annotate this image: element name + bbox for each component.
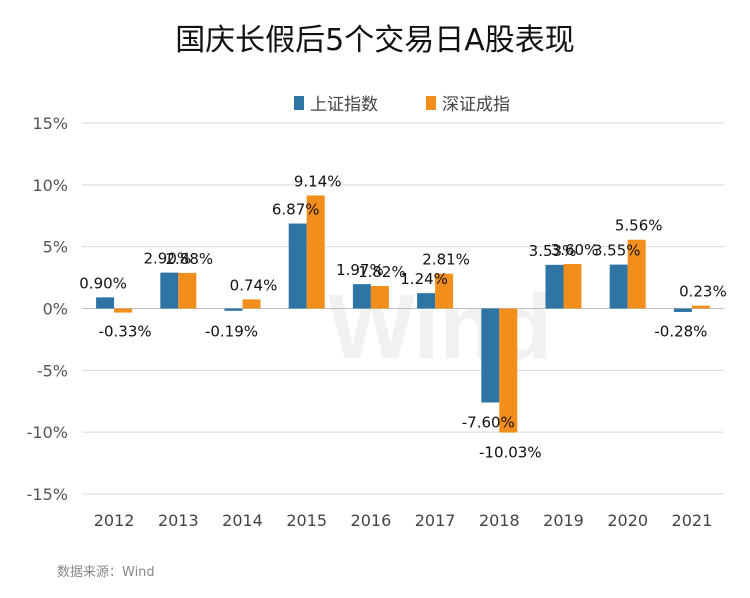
data-label-shanghai-2018: -7.60% — [462, 413, 515, 431]
y-tick-label: 5% — [43, 238, 68, 257]
data-label-shenzhen-2012: -0.33% — [99, 323, 152, 341]
bar-shenzhen-2017 — [435, 273, 454, 309]
chart-title: 国庆长假后5个交易日A股表现 — [175, 23, 575, 58]
x-tick-label: 2013 — [158, 511, 199, 530]
chart-legend: 上证指数 深证成指 — [294, 95, 510, 115]
data-label-shanghai-2017: 1.24% — [400, 270, 448, 288]
bar-shenzhen-2013 — [178, 272, 197, 309]
legend-label-shenzhen: 深证成指 — [442, 95, 510, 115]
bar-shenzhen-2020 — [627, 239, 646, 309]
x-tick-label: 2019 — [543, 511, 584, 530]
x-tick-label: 2020 — [607, 511, 648, 530]
x-tick-label: 2016 — [351, 511, 392, 530]
bar-shanghai-2018 — [481, 308, 500, 403]
y-tick-label: 0% — [43, 300, 68, 319]
y-tick-label: -10% — [27, 423, 68, 442]
x-axis: 2012 2013 2014 2015 2016 2017 2018 2019 2020 2021 — [94, 511, 713, 530]
y-tick-label: -15% — [27, 485, 68, 504]
data-label-shanghai-2012: 0.90% — [79, 274, 127, 292]
data-label-shanghai-2016: 1.97% — [336, 261, 384, 279]
bar-shanghai-2014 — [224, 308, 243, 311]
bar-shanghai-2017 — [417, 293, 436, 309]
data-label-shanghai-2015: 6.87% — [272, 201, 320, 219]
data-labels: 0.90% -0.33% 2.90%2.88% -0.19% 0.74% 6.87% 9.1… — [79, 172, 726, 461]
bar-shanghai-2020 — [609, 264, 628, 309]
source-note: 数据来源：Wind — [57, 565, 155, 580]
bar-shenzhen-2021 — [691, 305, 710, 309]
data-label-shenzhen-2019: 3.60% — [551, 241, 599, 259]
bar-shanghai-2016 — [352, 284, 371, 309]
y-tick-label: 15% — [32, 114, 68, 133]
legend-swatch-shenzhen — [426, 96, 436, 110]
bar-shanghai-2019 — [545, 264, 564, 309]
data-label-shenzhen-2014: 0.74% — [230, 276, 278, 294]
x-tick-label: 2014 — [222, 511, 263, 530]
bar-shanghai-2021 — [673, 308, 692, 312]
data-label-shanghai-2014: -0.19% — [205, 323, 258, 341]
data-label-shanghai-2019: 3.53% — [529, 242, 577, 260]
x-tick-label: 2015 — [286, 511, 327, 530]
data-label-shanghai-2013: 2.90% — [143, 250, 191, 268]
bar-shanghai-2012 — [96, 297, 115, 309]
data-label-shenzhen-2016: 1.82% — [358, 263, 406, 281]
data-label-shenzhen-2020: 5.56% — [615, 217, 663, 235]
data-label-shenzhen-2017: 2.81% — [422, 251, 470, 269]
legend-label-shanghai: 上证指数 — [310, 95, 378, 115]
x-tick-label: 2012 — [94, 511, 135, 530]
y-tick-label: -5% — [37, 361, 68, 380]
data-label-shenzhen-2015: 9.14% — [294, 172, 342, 190]
bar-shenzhen-2012 — [114, 308, 133, 313]
data-label-shanghai-2021: -0.28% — [654, 323, 707, 341]
bar-shenzhen-2019 — [563, 263, 582, 309]
bar-shanghai-2013 — [160, 272, 179, 309]
bar-shenzhen-2015 — [306, 195, 325, 309]
y-axis: 15% 10% 5% 0% -5% -10% -15% — [27, 114, 68, 504]
bars-group — [96, 195, 710, 433]
x-tick-label: 2017 — [415, 511, 456, 530]
data-label-shenzhen-2018: -10.03% — [479, 444, 542, 462]
data-label-shenzhen-2021: 0.23% — [679, 283, 727, 301]
bar-shenzhen-2014 — [242, 299, 261, 309]
data-label-shenzhen-2013: 2.88% — [165, 250, 213, 268]
x-tick-label: 2021 — [672, 511, 713, 530]
legend-swatch-shanghai — [294, 96, 304, 110]
bar-shenzhen-2016 — [370, 285, 389, 309]
x-tick-label: 2018 — [479, 511, 520, 530]
y-tick-label: 10% — [32, 176, 68, 195]
bar-shanghai-2015 — [288, 223, 307, 309]
bar-shenzhen-2018 — [499, 308, 518, 433]
data-label-shanghai-2020: 3.55% — [593, 242, 641, 260]
